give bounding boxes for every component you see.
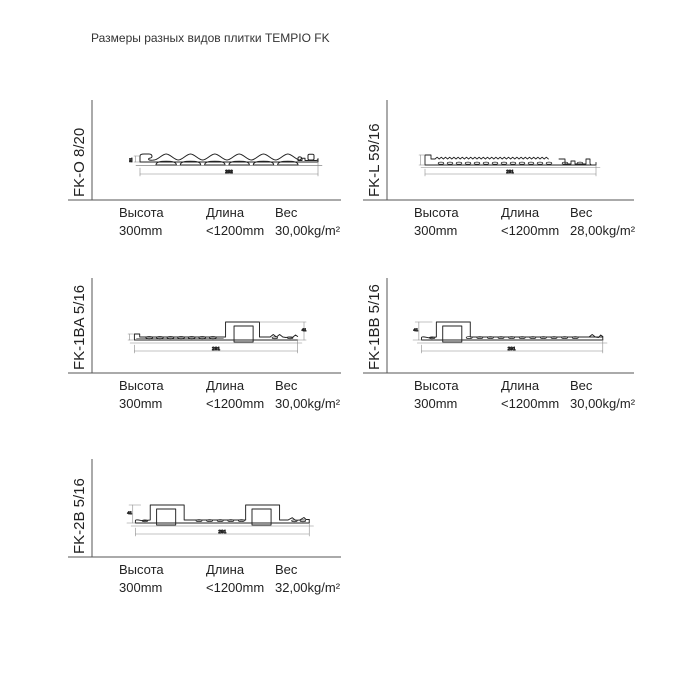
- svg-text:Высота: Высота: [414, 205, 459, 220]
- svg-text:Высота: Высота: [414, 378, 459, 393]
- svg-text:300mm: 300mm: [414, 223, 457, 238]
- svg-text:<1200mm: <1200mm: [206, 223, 264, 238]
- svg-text:300mm: 300mm: [119, 580, 162, 595]
- svg-text:Вес: Вес: [570, 378, 593, 393]
- svg-text:Длина: Длина: [206, 378, 245, 393]
- svg-text:291: 291: [218, 529, 226, 534]
- svg-text:41: 41: [302, 327, 307, 332]
- svg-text:291: 291: [212, 346, 220, 351]
- svg-text:<1200mm: <1200mm: [501, 396, 559, 411]
- svg-text:FK-1BA 5/16: FK-1BA 5/16: [71, 285, 88, 370]
- svg-text:30,00kg/m²: 30,00kg/m²: [275, 223, 341, 238]
- svg-text:Длина: Длина: [206, 562, 245, 577]
- svg-text:FK-1BB 5/16: FK-1BB 5/16: [366, 284, 383, 370]
- svg-text:Вес: Вес: [275, 205, 298, 220]
- svg-text:Вес: Вес: [275, 378, 298, 393]
- svg-text:<1200mm: <1200mm: [206, 396, 264, 411]
- svg-text:Вес: Вес: [275, 562, 298, 577]
- svg-text:Длина: Длина: [501, 205, 540, 220]
- svg-text:<1200mm: <1200mm: [206, 580, 264, 595]
- svg-text:Высота: Высота: [119, 378, 164, 393]
- svg-text:291: 291: [508, 346, 516, 351]
- svg-text:30,00kg/m²: 30,00kg/m²: [275, 396, 341, 411]
- svg-text:21: 21: [128, 157, 133, 162]
- svg-text:292: 292: [225, 169, 233, 174]
- svg-text:FK-2B 5/16: FK-2B 5/16: [71, 478, 88, 554]
- svg-text:300mm: 300mm: [414, 396, 457, 411]
- svg-text:300mm: 300mm: [119, 223, 162, 238]
- svg-text:Высота: Высота: [119, 562, 164, 577]
- svg-text:FK-O 8/20: FK-O 8/20: [71, 128, 88, 197]
- svg-text:30,00kg/m²: 30,00kg/m²: [570, 396, 636, 411]
- svg-text:41: 41: [413, 327, 418, 332]
- svg-text:FK-L 59/16: FK-L 59/16: [366, 123, 383, 197]
- svg-text:Высота: Высота: [119, 205, 164, 220]
- svg-text:300mm: 300mm: [119, 396, 162, 411]
- svg-text:Вес: Вес: [570, 205, 593, 220]
- svg-text:291: 291: [506, 169, 514, 174]
- svg-text:Длина: Длина: [206, 205, 245, 220]
- svg-text:41: 41: [127, 510, 132, 515]
- svg-text:32,00kg/m²: 32,00kg/m²: [275, 580, 341, 595]
- svg-text:<1200mm: <1200mm: [501, 223, 559, 238]
- svg-text:Длина: Длина: [501, 378, 540, 393]
- svg-text:28,00kg/m²: 28,00kg/m²: [570, 223, 636, 238]
